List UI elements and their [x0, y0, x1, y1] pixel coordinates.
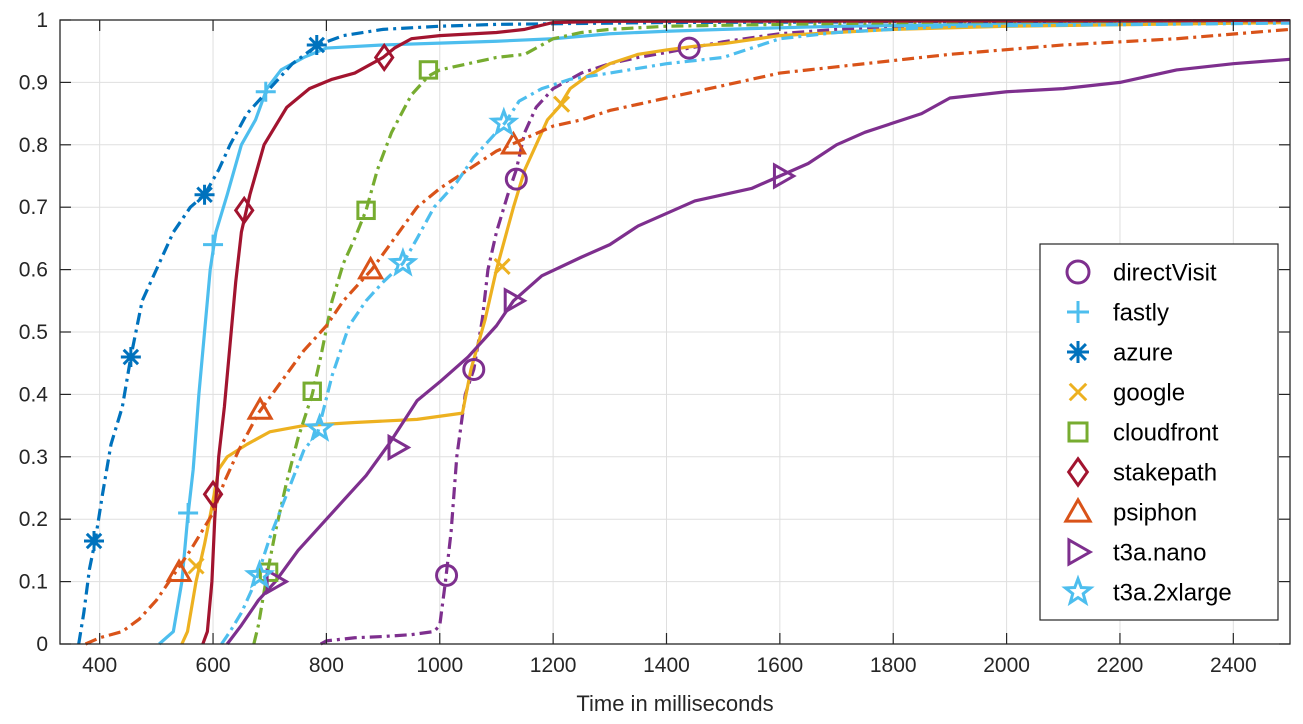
marker-t3a-2xlarge	[243, 559, 276, 589]
marker-directvisit	[677, 36, 701, 60]
marker-psiphon	[357, 255, 385, 280]
legend-label-azure: azure	[1113, 340, 1173, 367]
x-tick-label: 1200	[530, 654, 577, 677]
x-tick-label: 1400	[643, 654, 690, 677]
marker-stakepath	[373, 42, 395, 73]
marker-fastly	[255, 81, 276, 102]
marker-cloudfront	[356, 200, 376, 221]
x-tick-label: 1600	[757, 654, 804, 677]
y-tick-label: 0.1	[19, 571, 48, 594]
series-line-google	[180, 20, 1291, 645]
legend-marker-azure	[1067, 341, 1089, 363]
marker-fastly	[178, 502, 199, 523]
series-line-psiphon	[84, 27, 1291, 646]
legend-label-psiphon: psiphon	[1113, 500, 1197, 527]
series-line-t3a-2xlarge	[220, 21, 1291, 645]
legend-label-google: google	[1113, 380, 1185, 407]
marker-directvisit	[435, 563, 459, 587]
marker-cloudfront	[418, 60, 439, 80]
marker-azure	[306, 34, 327, 55]
marker-stakepath	[233, 195, 255, 225]
series-line-fastly	[158, 20, 1291, 646]
y-tick-label: 0.8	[19, 134, 48, 157]
legend-marker-t3a-2xlarge	[1061, 574, 1095, 607]
marker-azure	[120, 346, 141, 367]
x-tick-label: 600	[196, 654, 231, 677]
marker-google	[493, 257, 511, 276]
legend-marker-google	[1068, 382, 1088, 402]
x-tick-label: 400	[82, 654, 117, 677]
x-tick-label: 2200	[1097, 654, 1144, 677]
y-tick-label: 0.3	[19, 446, 48, 469]
y-tick-label: 0.4	[19, 383, 49, 406]
y-tick-label: 1	[36, 9, 48, 32]
x-tick-label: 1000	[416, 654, 463, 677]
legend-label-fastly: fastly	[1113, 300, 1169, 327]
marker-azure	[84, 531, 105, 552]
legend-label-t3a-2xlarge: t3a.2xlarge	[1113, 580, 1232, 607]
series-line-directvisit	[319, 19, 1291, 646]
x-axis-label: Time in milliseconds	[576, 691, 773, 716]
legend-label-directvisit: directVisit	[1113, 260, 1217, 287]
x-tick-label: 2000	[983, 654, 1030, 677]
marker-t3a-2xlarge	[488, 106, 520, 137]
series-line-stakepath	[201, 19, 1291, 645]
marker-psiphon	[165, 558, 193, 582]
y-tick-label: 0.5	[19, 321, 48, 344]
marker-azure	[194, 184, 215, 205]
marker-t3a-nano	[387, 433, 412, 462]
legend-label-cloudfront: cloudfront	[1113, 420, 1219, 447]
marker-t3a-2xlarge	[387, 247, 419, 277]
marker-directvisit	[462, 357, 486, 381]
legend-marker-directvisit	[1065, 259, 1091, 285]
legend-marker-fastly	[1067, 301, 1089, 323]
x-tick-label: 1800	[870, 654, 917, 677]
legend-label-t3a-nano: t3a.nano	[1113, 540, 1206, 567]
y-tick-label: 0.9	[19, 71, 48, 94]
marker-t3a-nano	[772, 162, 797, 190]
x-tick-label: 800	[309, 654, 344, 677]
marker-stakepath	[202, 479, 224, 509]
legend-marker-t3a-nano	[1067, 537, 1094, 567]
legend-marker-stakepath	[1066, 456, 1090, 488]
axis-ticks: 400 600 800 1000 1200 1400 1600 1800 2000 2200 240…	[19, 9, 1290, 677]
marker-fastly	[203, 234, 224, 255]
legend: directVisit fastly azure google cloudfront st…	[1039, 243, 1279, 621]
marker-cloudfront	[302, 381, 322, 401]
marker-google	[553, 95, 571, 113]
marker-psiphon	[499, 130, 528, 155]
legend-marker-psiphon	[1063, 496, 1093, 523]
legend-marker-cloudfront	[1067, 421, 1089, 443]
legend-label-stakepath: stakepath	[1113, 460, 1217, 487]
y-tick-label: 0	[36, 633, 48, 656]
marker-t3a-nano	[503, 287, 528, 315]
series-lines	[77, 19, 1291, 646]
marker-psiphon	[246, 395, 274, 420]
x-tick-label: 2400	[1210, 654, 1257, 677]
series-line-t3a-nano	[225, 57, 1291, 645]
marker-t3a-2xlarge	[304, 412, 336, 442]
series-markers	[84, 34, 797, 596]
y-tick-label: 0.7	[19, 196, 48, 219]
marker-directvisit	[504, 167, 528, 191]
marker-google	[187, 557, 205, 575]
series-line-azure	[77, 19, 1291, 645]
series-line-cloudfront	[252, 19, 1291, 645]
y-tick-label: 0.6	[19, 259, 48, 282]
y-tick-label: 0.2	[19, 508, 48, 531]
